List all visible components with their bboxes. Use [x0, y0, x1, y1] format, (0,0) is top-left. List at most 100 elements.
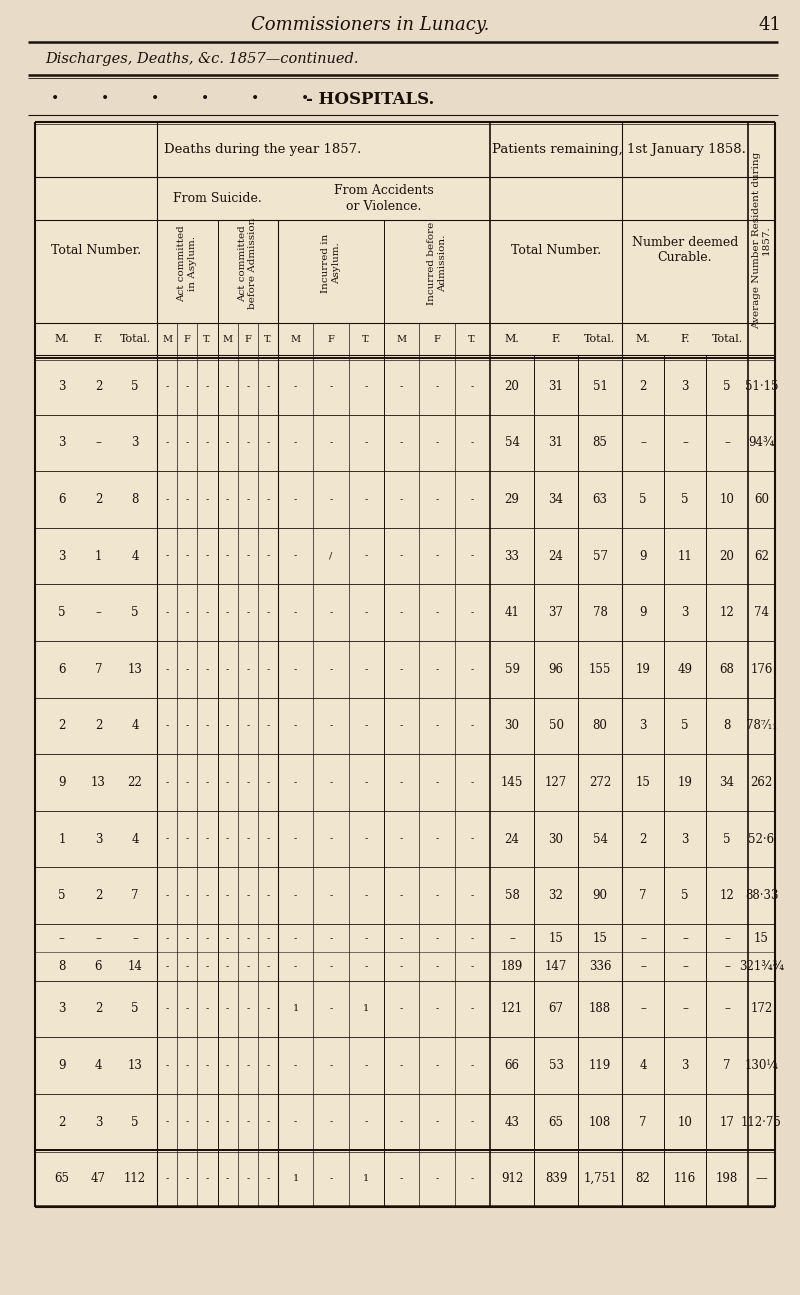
Text: -: -: [435, 1061, 438, 1070]
Text: -: -: [206, 891, 209, 900]
Text: -: -: [206, 721, 209, 730]
Text: -: -: [330, 721, 333, 730]
Text: -: -: [266, 962, 270, 971]
Text: 5: 5: [682, 720, 689, 733]
Text: 155: 155: [589, 663, 611, 676]
Text: •: •: [151, 92, 159, 106]
Text: -: -: [166, 664, 169, 673]
Text: -: -: [294, 891, 298, 900]
Text: - HOSPITALS.: - HOSPITALS.: [306, 91, 434, 107]
Text: –: –: [132, 931, 138, 944]
Text: -: -: [330, 1175, 333, 1184]
Text: 9: 9: [639, 606, 646, 619]
Text: -: -: [166, 891, 169, 900]
Text: -: -: [435, 834, 438, 843]
Text: F.: F.: [551, 334, 561, 344]
Text: -: -: [246, 934, 250, 943]
Text: 5: 5: [131, 379, 138, 392]
Text: -: -: [226, 1118, 230, 1127]
Text: -: -: [330, 891, 333, 900]
Text: 3: 3: [94, 833, 102, 846]
Text: -: -: [330, 439, 333, 447]
Text: 3: 3: [682, 379, 689, 392]
Text: -: -: [226, 552, 230, 561]
Text: -: -: [166, 439, 169, 447]
Text: -: -: [400, 962, 403, 971]
Text: -: -: [294, 778, 298, 787]
Text: 127: 127: [545, 776, 567, 789]
Text: 34: 34: [719, 776, 734, 789]
Text: 3: 3: [131, 436, 138, 449]
Text: -: -: [246, 382, 250, 391]
Text: -: -: [470, 1061, 474, 1070]
Text: •: •: [51, 92, 59, 106]
Text: -: -: [226, 962, 230, 971]
Text: -: -: [470, 778, 474, 787]
Text: -: -: [330, 664, 333, 673]
Text: –: –: [640, 1002, 646, 1015]
Text: -: -: [435, 552, 438, 561]
Text: 3: 3: [639, 720, 646, 733]
Text: -: -: [246, 834, 250, 843]
Text: -: -: [166, 609, 169, 618]
Text: -: -: [266, 834, 270, 843]
Text: 5: 5: [682, 493, 689, 506]
Text: 5: 5: [639, 493, 646, 506]
Text: -: -: [266, 552, 270, 561]
Text: -: -: [186, 934, 189, 943]
Text: -: -: [246, 891, 250, 900]
Text: -: -: [206, 1175, 209, 1184]
Text: –: –: [724, 960, 730, 973]
Text: 14: 14: [128, 960, 142, 973]
Text: –: –: [640, 960, 646, 973]
Text: -: -: [266, 1118, 270, 1127]
Text: 15: 15: [593, 931, 607, 944]
Text: 145: 145: [501, 776, 523, 789]
Text: -: -: [186, 664, 189, 673]
Text: -: -: [365, 495, 368, 504]
Text: 30: 30: [549, 833, 563, 846]
Text: 176: 176: [750, 663, 773, 676]
Text: -: -: [266, 1061, 270, 1070]
Text: -: -: [166, 934, 169, 943]
Text: -: -: [470, 934, 474, 943]
Text: 4: 4: [639, 1059, 646, 1072]
Text: 3: 3: [682, 1059, 689, 1072]
Text: –: –: [724, 436, 730, 449]
Text: -: -: [206, 382, 209, 391]
Text: -: -: [206, 609, 209, 618]
Text: 53: 53: [549, 1059, 563, 1072]
Text: -: -: [166, 495, 169, 504]
Text: 116: 116: [674, 1172, 696, 1185]
Text: -: -: [186, 382, 189, 391]
Text: Deaths during the year 1857.: Deaths during the year 1857.: [164, 142, 361, 155]
Text: 130¼: 130¼: [745, 1059, 778, 1072]
Text: 5: 5: [131, 1115, 138, 1129]
Text: 24: 24: [505, 833, 519, 846]
Text: 10: 10: [719, 493, 734, 506]
Text: -: -: [206, 1005, 209, 1014]
Text: From Accidents
or Violence.: From Accidents or Violence.: [334, 184, 434, 212]
Text: 112·75: 112·75: [741, 1115, 782, 1129]
Text: -: -: [294, 834, 298, 843]
Text: Total Number.: Total Number.: [51, 243, 141, 256]
Text: 5: 5: [723, 379, 730, 392]
Text: -: -: [266, 382, 270, 391]
Text: 22: 22: [128, 776, 142, 789]
Text: 80: 80: [593, 720, 607, 733]
Text: Discharges, Deaths, &c. 1857—continued.: Discharges, Deaths, &c. 1857—continued.: [45, 52, 358, 66]
Text: •: •: [301, 92, 309, 106]
Text: -: -: [226, 1005, 230, 1014]
Text: -: -: [365, 664, 368, 673]
Text: -: -: [166, 552, 169, 561]
Text: -: -: [226, 664, 230, 673]
Text: Act committed
before Admission: Act committed before Admission: [238, 218, 258, 310]
Text: -: -: [226, 834, 230, 843]
Text: 6: 6: [58, 493, 66, 506]
Text: -: -: [246, 609, 250, 618]
Text: -: -: [365, 609, 368, 618]
Text: –: –: [682, 931, 688, 944]
Text: 49: 49: [678, 663, 693, 676]
Text: 172: 172: [750, 1002, 773, 1015]
Text: -: -: [226, 721, 230, 730]
